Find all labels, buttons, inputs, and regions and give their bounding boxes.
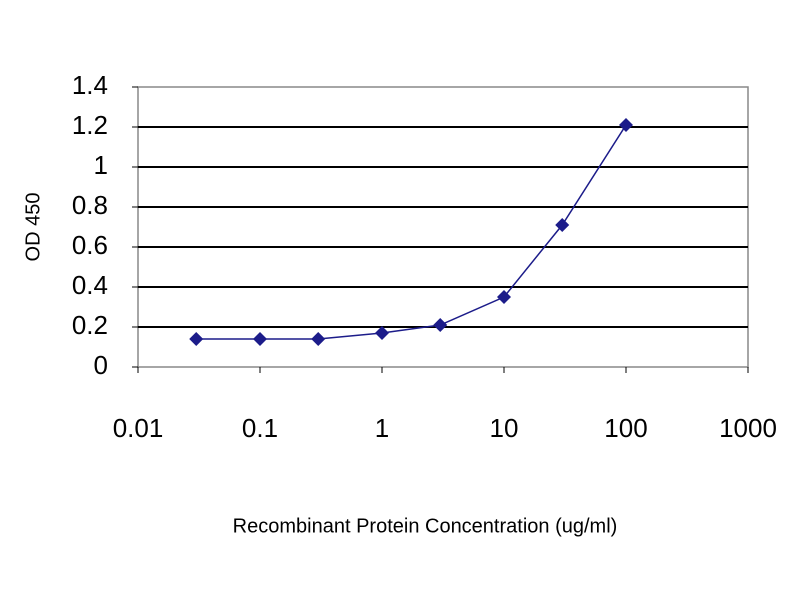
data-point <box>433 318 448 332</box>
data-point <box>497 290 511 304</box>
y-tick-label: 0.6 <box>72 230 108 260</box>
data-point <box>253 332 267 346</box>
y-tick-label: 0.8 <box>72 190 108 220</box>
plot-area <box>137 86 749 368</box>
data-point <box>189 332 204 346</box>
y-tick-label: 1.2 <box>72 110 108 140</box>
y-tick-label: 1 <box>94 150 108 180</box>
x-tick-label: 10 <box>490 413 519 443</box>
y-tick-label: 0 <box>94 350 108 380</box>
x-tick-label: 0.01 <box>113 413 164 443</box>
data-point <box>311 332 326 346</box>
data-point <box>375 326 389 340</box>
y-tick-label: 1.4 <box>72 70 108 100</box>
y-tick-label: 0.2 <box>72 310 108 340</box>
x-tick-label: 1000 <box>719 413 777 443</box>
x-tick-label: 100 <box>604 413 647 443</box>
data-line <box>196 124 627 340</box>
x-tick-label: 1 <box>375 413 389 443</box>
data-point <box>555 218 570 232</box>
y-tick-label: 0.4 <box>72 270 108 300</box>
data-point <box>619 118 633 132</box>
y-axis-title: OD 450 <box>22 193 44 262</box>
x-tick-label: 0.1 <box>242 413 278 443</box>
x-axis-title: Recombinant Protein Concentration (ug/ml… <box>233 515 618 537</box>
